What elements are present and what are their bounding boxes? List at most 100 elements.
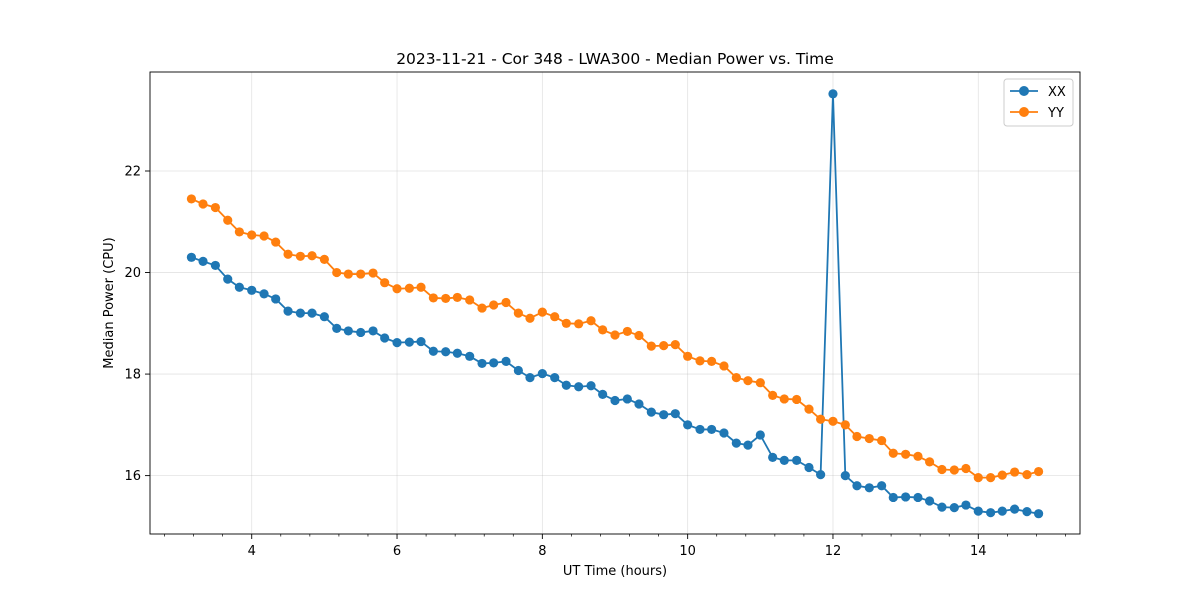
data-point-xx [792,455,802,465]
data-point-xx [768,452,778,462]
data-point-yy [356,269,366,279]
data-point-xx [719,428,729,438]
data-point-xx [343,326,353,336]
x-tick-label: 14 [970,544,987,559]
data-point-yy [937,464,947,475]
data-point-xx [319,312,329,322]
data-point-xx [888,492,898,503]
data-point-xx [816,470,826,480]
data-point-xx [307,308,317,318]
data-point-xx [428,346,438,356]
data-point-yy [416,282,426,292]
y-tick-label: 22 [124,165,141,180]
data-point-yy [428,293,438,303]
data-point-xx [513,365,523,376]
data-point-yy [864,433,874,444]
x-tick-label: 12 [825,544,842,559]
data-point-yy [319,254,329,264]
data-point-yy [574,319,584,329]
y-axis-label: Median Power (CPU) [102,237,117,368]
series-layer [186,89,1044,519]
data-point-yy [743,376,753,386]
data-point-xx [247,285,257,295]
data-point-yy [489,300,499,310]
data-point-yy [1033,466,1044,477]
data-point-yy [198,199,208,209]
data-point-yy [634,330,644,341]
data-point-yy [792,394,802,405]
data-point-yy [295,251,305,261]
data-point-xx [840,471,850,481]
data-point-xx [659,410,669,420]
data-point-yy [816,414,826,424]
data-point-yy [550,312,560,322]
legend-marker-yy [1019,107,1029,117]
data-point-yy [525,313,535,323]
data-point-yy [840,420,850,430]
data-point-xx [973,506,983,516]
data-point-yy [271,237,281,247]
data-point-xx [731,438,741,448]
data-point-yy [465,295,475,305]
data-point-xx [452,348,462,358]
data-point-yy [755,378,765,388]
data-point-yy [888,448,898,458]
data-point-xx [525,373,535,383]
data-point-yy [307,251,317,261]
data-point-yy [283,249,293,259]
data-point-yy [537,307,547,317]
data-point-xx [368,326,378,336]
data-point-yy [695,356,705,366]
data-point-yy [779,394,789,404]
data-point-xx [634,399,644,409]
data-point-xx [489,358,499,368]
x-tick-label: 8 [538,544,546,559]
data-point-yy [452,292,462,303]
data-point-xx [380,333,390,343]
data-point-xx [598,389,608,399]
data-point-xx [949,503,959,513]
tick-layer: 4 6 8 10 12 14 16 18 20 22 [124,165,1066,559]
data-point-yy [622,326,632,337]
y-tick-label: 20 [124,266,141,281]
data-point-xx [537,368,547,379]
data-point-xx [804,462,814,473]
data-point-yy [707,356,717,366]
data-point-xx [877,481,887,491]
data-point-yy [259,231,269,241]
data-point-xx [755,430,765,440]
data-point-xx [779,455,789,465]
data-point-yy [828,416,838,426]
data-point-yy [368,268,378,278]
legend-label-xx: XX [1048,85,1066,100]
legend-label-yy: YY [1047,106,1064,121]
y-tick-label: 18 [124,368,141,383]
data-point-xx [997,506,1007,516]
data-point-xx [198,256,208,266]
data-point-xx [332,323,342,333]
data-point-xx [501,356,511,366]
data-point-yy [610,330,620,340]
data-point-yy [1010,467,1020,477]
data-point-xx [937,502,947,512]
grid-layer [150,72,1080,534]
data-point-xx [670,409,680,419]
data-point-yy [986,473,996,483]
data-point-xx [356,327,366,338]
data-point-xx [961,500,971,510]
data-point-xx [392,338,402,348]
data-point-yy [1022,470,1032,480]
data-point-xx [1010,504,1020,514]
data-point-yy [441,293,451,304]
data-point-yy [501,297,511,308]
data-point-xx [210,260,220,271]
data-point-xx [295,308,305,318]
x-axis-label: UT Time (hours) [563,564,667,579]
data-point-yy [598,325,608,335]
data-point-yy [513,308,523,318]
data-point-xx [465,351,475,361]
data-point-yy [973,473,983,483]
data-point-xx [695,424,705,435]
x-tick-label: 10 [679,544,696,559]
